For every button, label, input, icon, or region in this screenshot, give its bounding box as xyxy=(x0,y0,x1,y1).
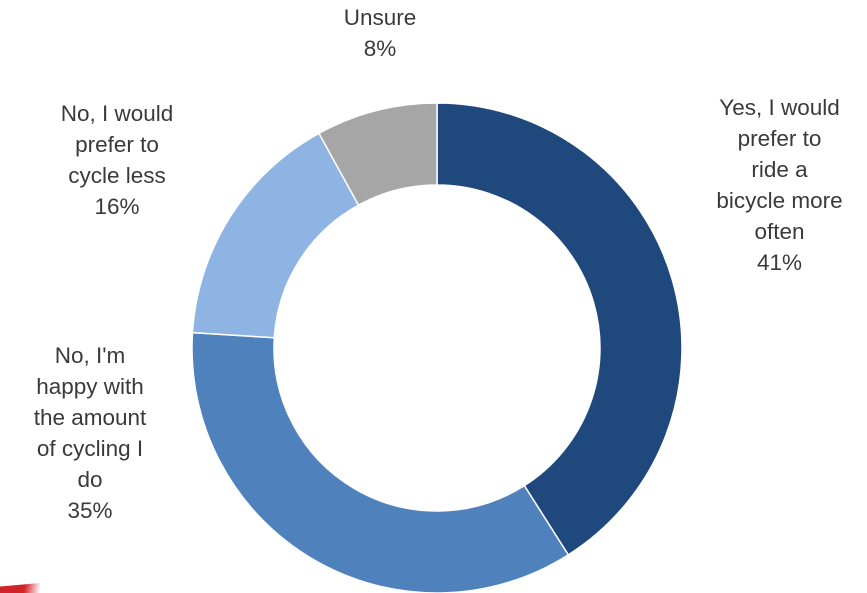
slice-yes-more xyxy=(436,102,683,556)
slice-percent-label: 16% xyxy=(94,194,140,219)
slice-label-line: often xyxy=(754,219,805,244)
slice-unsure xyxy=(317,102,438,207)
slice-label-happy: No, I'm happy with the amount of cycling… xyxy=(0,340,180,526)
slice-label-unsure: Unsure 8% xyxy=(300,2,460,64)
slice-label-line: bicycle more xyxy=(716,188,843,213)
slice-label-yes-more: Yes, I would prefer to ride a bicycle mo… xyxy=(692,92,867,278)
slice-label-line: cycle less xyxy=(68,163,166,188)
slice-label-line: No, I would xyxy=(60,101,174,126)
slice-percent-label: 41% xyxy=(756,250,803,275)
slice-cycle-less xyxy=(191,132,360,339)
slice-label-line: No, I'm xyxy=(54,343,126,368)
slice-happy xyxy=(191,331,570,593)
slice-label-line: ride a xyxy=(751,157,808,182)
slice-label-line: prefer to xyxy=(737,126,822,151)
slice-label-cycle-less: No, I would prefer to cycle less 16% xyxy=(22,98,212,222)
slice-label-line: of cycling I xyxy=(36,436,144,461)
slice-label-line: happy with xyxy=(36,374,144,399)
slice-label-line: Yes, I would xyxy=(719,95,840,120)
slice-percent-label: 8% xyxy=(363,36,397,61)
slice-label-line: the amount xyxy=(33,405,147,430)
corner-accent-decoration xyxy=(0,583,40,593)
slice-percent-label: 35% xyxy=(67,498,113,523)
slice-label-line: do xyxy=(77,467,103,492)
slice-label-line: prefer to xyxy=(75,132,159,157)
slice-label-line: Unsure xyxy=(343,5,417,30)
